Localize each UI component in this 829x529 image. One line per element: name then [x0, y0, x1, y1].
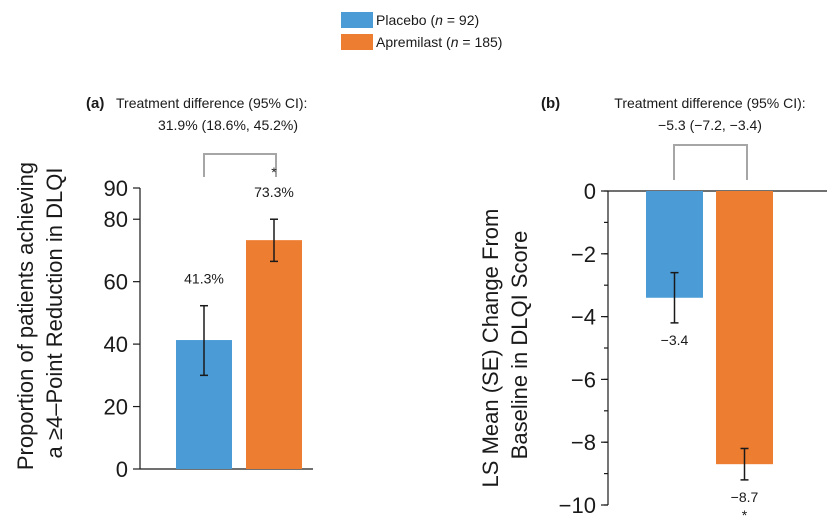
panel-b-y-tick-label: 0: [584, 179, 596, 204]
panel-b-bars: −3.4 −8.7 *: [646, 191, 773, 523]
panel-a-data-label-placebo: 41.3%: [184, 271, 224, 287]
panel-a-ylabel-line1: Proportion of patients achieving: [13, 162, 38, 470]
panel-a-ylabel-line2: a ≥4–Point Reduction in DLQI: [42, 168, 67, 459]
panel-a-y-ticks: 0 20 40 60 80 90: [104, 176, 140, 482]
panel-b-y-tick-label: −10: [559, 493, 596, 518]
panel-a-error-bar-apremilast: [270, 218, 278, 263]
panel-b-data-label-apremilast: −8.7: [731, 489, 759, 505]
panel-a-bracket: [203, 153, 277, 177]
panel-b-bar-apremilast: [716, 191, 773, 465]
panel-b-significance-apremilast: *: [742, 507, 748, 523]
legend-swatch-placebo: [341, 12, 373, 28]
panel-a-error-bar-placebo: [200, 304, 208, 377]
legend-label-apremilast: Apremilast (n = 185): [376, 34, 502, 50]
panel-b-y-tick-label: −4: [571, 305, 596, 330]
panel-a-y-tick-label: 90: [104, 176, 128, 201]
panel-a-bar-apremilast: [246, 240, 302, 469]
legend-label-placebo: Placebo (n = 92): [376, 12, 479, 28]
panel-a-difference-line1: Treatment difference (95% CI):: [116, 95, 307, 111]
panel-b-letter: (b): [541, 95, 560, 112]
legend-swatch-apremilast: [341, 34, 373, 50]
panel-b-error-bar-apremilast: [740, 447, 749, 481]
panel-b-y-tick-label: −6: [571, 367, 596, 392]
panel-b-ylabel-line1: LS Mean (SE) Change From: [478, 209, 503, 488]
panel-b-bracket: [673, 144, 748, 180]
panel-a-significance-apremilast: *: [271, 164, 277, 180]
panel-a: (a) Treatment difference (95% CI): 31.9%…: [13, 95, 313, 482]
panel-a-bars: 41.3% 73.3% *: [176, 164, 302, 469]
legend: Placebo (n = 92) Apremilast (n = 185): [341, 12, 502, 50]
panel-b-y-tick-label: −8: [571, 430, 596, 455]
panel-b-difference-line1: Treatment difference (95% CI):: [614, 95, 805, 111]
panel-b-ylabel-line2: Baseline in DLQI Score: [507, 231, 532, 460]
panel-b-error-bar-placebo: [670, 271, 679, 324]
panel-b-ylabel: LS Mean (SE) Change From Baseline in DLQ…: [478, 203, 532, 488]
panel-a-ylabel: Proportion of patients achieving a ≥4–Po…: [13, 156, 67, 470]
panel-a-y-tick-label: 20: [104, 395, 128, 420]
panel-a-y-tick-label: 60: [104, 270, 128, 295]
panel-b-difference-line2: −5.3 (−7.2, −3.4): [658, 117, 762, 133]
panel-a-difference-line2: 31.9% (18.6%, 45.2%): [158, 117, 298, 133]
panel-a-y-tick-label: 40: [104, 332, 128, 357]
panel-a-data-label-apremilast: 73.3%: [254, 184, 294, 200]
panel-a-letter: (a): [86, 95, 104, 112]
panel-b-y-tick-label: −2: [571, 242, 596, 267]
panel-b-y-ticks: 0 −2 −4 −6 −8 −10: [559, 179, 608, 518]
panel-a-y-tick-label: 80: [104, 207, 128, 232]
panel-b-data-label-placebo: −3.4: [661, 332, 689, 348]
panel-a-y-tick-label: 0: [116, 457, 128, 482]
panel-b: (b) Treatment difference (95% CI): −5.3 …: [478, 95, 827, 523]
